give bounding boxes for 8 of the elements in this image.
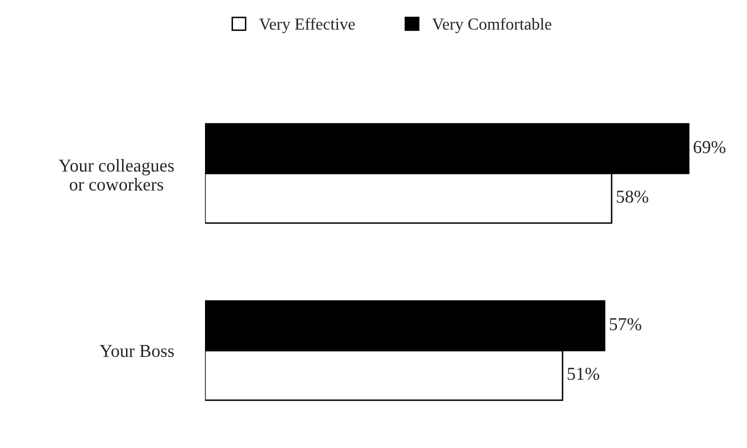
data-label: 57%	[610, 318, 642, 330]
legend-label: Very Effective	[259, 18, 355, 34]
data-label: 69%	[694, 141, 726, 154]
y-tick-label: Your Boss	[100, 345, 174, 358]
data-label: 58%	[616, 190, 648, 203]
data-label: 51%	[568, 368, 600, 380]
legend-label: Very Comfortable	[432, 18, 552, 34]
y-tick-label: Your colleagues or coworkers	[58, 158, 174, 191]
